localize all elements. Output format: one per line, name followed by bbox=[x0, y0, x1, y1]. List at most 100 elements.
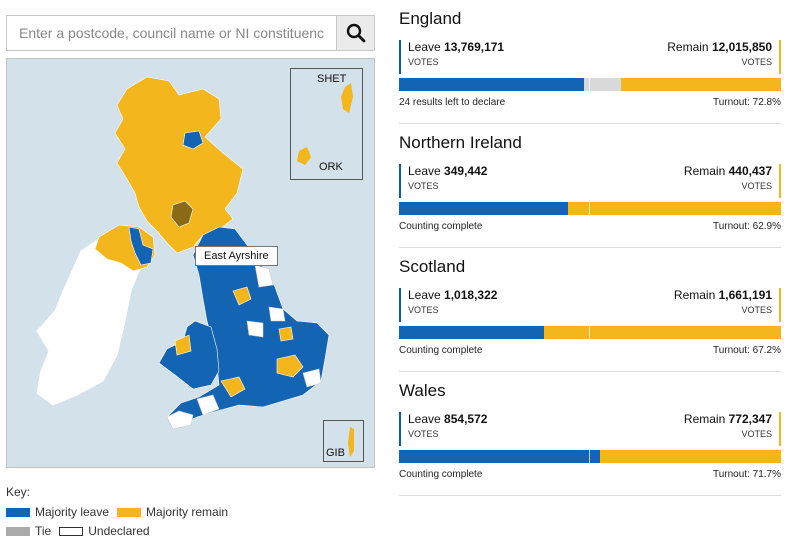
map-tooltip: East Ayrshire bbox=[195, 246, 278, 266]
turnout: Turnout: 62.9% bbox=[712, 221, 781, 232]
key-swatch-remain bbox=[117, 507, 142, 517]
turnout: Turnout: 67.2% bbox=[712, 345, 781, 356]
key-swatch-undeclared bbox=[59, 526, 84, 536]
ceredigion-remain-area[interactable] bbox=[174, 334, 192, 356]
bristol-remain-area[interactable] bbox=[220, 376, 246, 398]
search-button[interactable] bbox=[336, 16, 374, 50]
shetland-shape[interactable] bbox=[341, 83, 353, 113]
remain-label: Remain bbox=[683, 412, 726, 426]
orkney-label: ORK bbox=[319, 161, 343, 173]
leave-votes-caption: VOTES bbox=[408, 429, 439, 439]
leave-votes-caption: VOTES bbox=[408, 305, 439, 315]
leave-share-fill bbox=[399, 78, 585, 91]
remain-votes: 440,437 bbox=[728, 164, 772, 178]
search-icon bbox=[346, 23, 365, 43]
shetland-label: SHET bbox=[317, 73, 347, 85]
leave-share-fill bbox=[399, 326, 545, 339]
vote-share-bar bbox=[399, 450, 781, 463]
count-status: Counting complete bbox=[399, 221, 483, 232]
key-label-leave: Majority leave bbox=[35, 505, 110, 519]
leave-share-fill bbox=[399, 450, 600, 463]
remain-total: Remain 772,347 VOTES bbox=[684, 412, 781, 446]
shetland-orkney-map bbox=[297, 83, 353, 165]
key-label-tie: Tie bbox=[35, 524, 52, 538]
cambridge-remain-area[interactable] bbox=[278, 326, 294, 342]
key-swatch-leave bbox=[6, 507, 30, 517]
halfway-marker bbox=[589, 326, 590, 339]
leave-votes: 349,442 bbox=[444, 164, 488, 178]
remain-votes: 12,015,850 bbox=[711, 40, 772, 54]
east-ayrshire-area[interactable] bbox=[170, 200, 194, 228]
halfway-marker bbox=[589, 202, 590, 215]
lincolnshire-undeclared-area[interactable] bbox=[268, 306, 286, 322]
remain-votes-caption: VOTES bbox=[741, 181, 772, 191]
gibraltar-map bbox=[348, 427, 354, 457]
remain-label: Remain bbox=[683, 164, 726, 178]
region-scotland[interactable]: Scotland Leave 1,018,322 VOTES Remain 1,… bbox=[399, 248, 781, 372]
ni-leave-area[interactable] bbox=[128, 226, 154, 266]
london-remain-area[interactable] bbox=[276, 354, 304, 378]
devon-undeclared-area[interactable] bbox=[196, 394, 220, 416]
results-map[interactable]: SHET ORK GIB East Ayrshire bbox=[6, 58, 375, 468]
key-swatch-tie bbox=[6, 526, 30, 536]
region-title: Northern Ireland bbox=[399, 133, 522, 152]
remain-votes-caption: VOTES bbox=[741, 429, 772, 439]
remain-votes: 1,661,191 bbox=[718, 288, 772, 302]
region-northern-ireland[interactable]: Northern Ireland Leave 349,442 VOTES Rem… bbox=[399, 124, 781, 248]
region-title: England bbox=[399, 9, 462, 28]
results-panel: England Leave 13,769,171 VOTES Remain 12… bbox=[399, 0, 781, 496]
shetland-orkney-inset[interactable]: SHET ORK bbox=[290, 68, 363, 180]
midlands-undeclared-area[interactable] bbox=[246, 320, 264, 338]
leave-votes: 1,018,322 bbox=[444, 288, 498, 302]
undeclared-share-fill bbox=[584, 78, 621, 91]
region-wales[interactable]: Wales Leave 854,572 VOTES Remain 772,347… bbox=[399, 372, 781, 496]
leave-label: Leave bbox=[408, 40, 441, 54]
moray-leave-area[interactable] bbox=[182, 130, 204, 150]
gibraltar-label: GIB bbox=[326, 447, 345, 459]
region-england[interactable]: England Leave 13,769,171 VOTES Remain 12… bbox=[399, 0, 781, 124]
map-key: Key: Majority leave Majority remain Tie … bbox=[6, 485, 236, 543]
yorkshire-undeclared-area[interactable] bbox=[254, 264, 274, 288]
gibraltar-shape[interactable] bbox=[348, 427, 354, 457]
gibraltar-inset[interactable]: GIB bbox=[323, 420, 364, 462]
leave-total: Leave 349,442 VOTES bbox=[399, 164, 487, 198]
turnout: Turnout: 72.8% bbox=[712, 97, 781, 108]
manchester-remain-area[interactable] bbox=[232, 286, 252, 306]
search-input[interactable] bbox=[7, 16, 336, 50]
kent-undeclared-area[interactable] bbox=[302, 368, 322, 388]
remain-total: Remain 1,661,191 VOTES bbox=[674, 288, 781, 322]
wales-region[interactable] bbox=[158, 320, 220, 390]
cornwall-undeclared-area[interactable] bbox=[166, 410, 194, 430]
remain-votes: 772,347 bbox=[728, 412, 772, 426]
key-title: Key: bbox=[6, 485, 31, 499]
remain-total: Remain 440,437 VOTES bbox=[684, 164, 781, 198]
key-label-remain: Majority remain bbox=[146, 505, 229, 519]
orkney-shape[interactable] bbox=[297, 147, 311, 165]
halfway-marker bbox=[589, 450, 590, 463]
vote-share-bar bbox=[399, 326, 781, 339]
vote-share-bar bbox=[399, 78, 781, 91]
leave-total: Leave 1,018,322 VOTES bbox=[399, 288, 497, 322]
remain-label: Remain bbox=[673, 288, 716, 302]
leave-label: Leave bbox=[408, 164, 441, 178]
remain-votes-caption: VOTES bbox=[741, 305, 772, 315]
remain-label: Remain bbox=[667, 40, 709, 54]
key-label-undeclared: Undeclared bbox=[88, 524, 150, 538]
leave-label: Leave bbox=[408, 412, 441, 426]
region-title: Wales bbox=[399, 381, 446, 400]
region-title: Scotland bbox=[399, 257, 466, 276]
search-bar bbox=[6, 15, 375, 51]
count-status: Counting complete bbox=[399, 469, 483, 480]
turnout: Turnout: 71.7% bbox=[712, 469, 781, 480]
count-status: Counting complete bbox=[399, 345, 483, 356]
vote-share-bar bbox=[399, 202, 781, 215]
leave-share-fill bbox=[399, 202, 568, 215]
leave-votes-caption: VOTES bbox=[408, 57, 439, 67]
count-status: 24 results left to declare bbox=[399, 97, 506, 108]
uk-map[interactable] bbox=[7, 59, 375, 468]
halfway-marker bbox=[589, 78, 590, 91]
remain-total: Remain 12,015,850 VOTES bbox=[667, 40, 781, 74]
leave-votes-caption: VOTES bbox=[408, 181, 439, 191]
remain-votes-caption: VOTES bbox=[741, 57, 772, 67]
leave-total: Leave 854,572 VOTES bbox=[399, 412, 487, 446]
